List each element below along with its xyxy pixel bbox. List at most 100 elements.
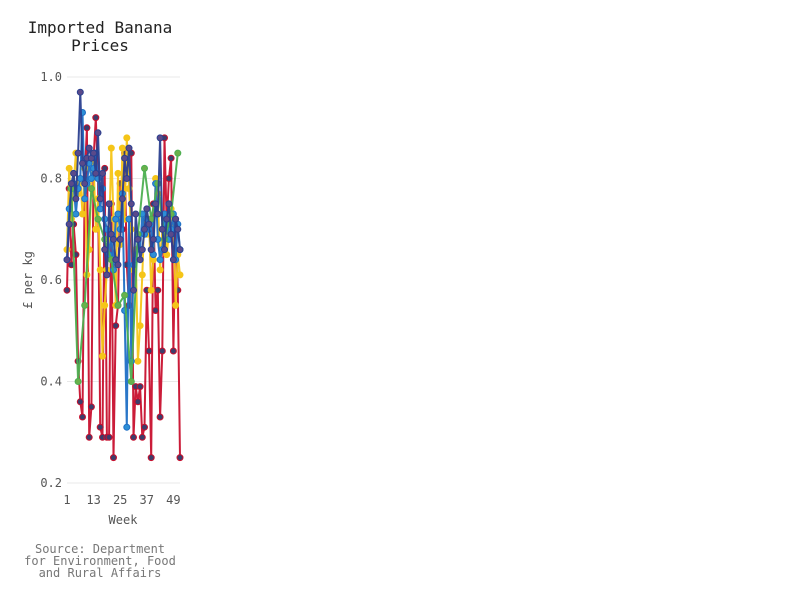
data-point[interactable]: [76, 398, 84, 406]
data-point[interactable]: [176, 246, 184, 254]
data-point[interactable]: [149, 235, 157, 243]
data-point[interactable]: [125, 144, 133, 152]
data-point[interactable]: [132, 210, 140, 218]
data-point[interactable]: [169, 256, 177, 264]
data-point[interactable]: [74, 149, 82, 157]
data-point[interactable]: [92, 225, 100, 233]
data-point[interactable]: [141, 423, 148, 431]
data-point[interactable]: [76, 175, 84, 182]
data-point[interactable]: [92, 114, 100, 122]
data-point[interactable]: [167, 230, 175, 238]
data-point[interactable]: [67, 180, 75, 188]
data-point[interactable]: [165, 175, 173, 182]
data-point[interactable]: [172, 301, 180, 309]
data-point[interactable]: [156, 413, 164, 421]
data-point[interactable]: [118, 195, 126, 203]
data-point[interactable]: [87, 185, 95, 193]
data-point[interactable]: [130, 286, 137, 294]
data-point[interactable]: [176, 271, 184, 279]
data-point[interactable]: [63, 256, 71, 264]
data-point[interactable]: [96, 195, 104, 203]
data-point[interactable]: [123, 134, 131, 142]
data-point[interactable]: [116, 235, 124, 243]
data-point[interactable]: [96, 266, 104, 274]
data-point[interactable]: [101, 301, 109, 309]
data-point[interactable]: [92, 169, 100, 177]
data-point[interactable]: [94, 215, 102, 223]
data-point[interactable]: [147, 246, 155, 254]
data-point[interactable]: [65, 220, 73, 228]
data-point[interactable]: [85, 433, 93, 441]
data-point[interactable]: [156, 134, 164, 142]
data-point[interactable]: [154, 210, 162, 218]
data-point[interactable]: [134, 357, 142, 365]
data-point[interactable]: [101, 246, 109, 254]
data-point[interactable]: [174, 225, 182, 233]
data-point[interactable]: [130, 433, 137, 441]
data-point[interactable]: [172, 215, 180, 223]
data-point[interactable]: [79, 413, 86, 421]
data-point[interactable]: [138, 271, 146, 279]
data-point[interactable]: [134, 235, 142, 243]
data-point[interactable]: [105, 433, 113, 441]
data-point[interactable]: [134, 398, 142, 406]
data-point[interactable]: [72, 195, 80, 203]
data-point[interactable]: [143, 205, 151, 213]
data-point[interactable]: [152, 307, 160, 314]
data-point[interactable]: [114, 210, 122, 218]
data-point[interactable]: [156, 256, 164, 264]
data-point[interactable]: [79, 210, 86, 218]
data-point[interactable]: [121, 154, 129, 162]
data-point[interactable]: [99, 352, 106, 360]
data-point[interactable]: [141, 225, 148, 233]
data-point[interactable]: [138, 246, 146, 254]
data-point[interactable]: [169, 347, 177, 355]
data-point[interactable]: [85, 144, 93, 152]
data-point[interactable]: [158, 225, 166, 233]
data-point[interactable]: [79, 159, 86, 167]
data-point[interactable]: [121, 291, 129, 299]
data-point[interactable]: [145, 220, 153, 228]
data-point[interactable]: [154, 286, 162, 294]
data-point[interactable]: [161, 246, 168, 254]
data-point[interactable]: [81, 195, 89, 203]
data-point[interactable]: [127, 200, 135, 208]
data-point[interactable]: [63, 286, 71, 294]
data-point[interactable]: [96, 205, 104, 213]
data-point[interactable]: [107, 144, 115, 152]
data-point[interactable]: [72, 210, 80, 218]
data-point[interactable]: [114, 301, 122, 309]
data-point[interactable]: [105, 200, 113, 208]
data-point[interactable]: [94, 129, 102, 137]
data-point[interactable]: [123, 423, 131, 431]
data-point[interactable]: [90, 149, 98, 157]
data-point[interactable]: [81, 180, 89, 188]
data-point[interactable]: [110, 454, 117, 462]
data-point[interactable]: [165, 200, 173, 208]
data-point[interactable]: [152, 200, 160, 208]
data-point[interactable]: [74, 378, 82, 385]
data-point[interactable]: [70, 169, 78, 177]
data-point[interactable]: [81, 301, 89, 309]
data-point[interactable]: [87, 175, 95, 182]
data-point[interactable]: [136, 383, 144, 391]
data-point[interactable]: [112, 322, 120, 330]
data-point[interactable]: [158, 347, 166, 355]
data-point[interactable]: [123, 175, 131, 182]
data-point[interactable]: [65, 164, 73, 172]
data-point[interactable]: [147, 454, 155, 462]
data-point[interactable]: [127, 378, 135, 385]
data-point[interactable]: [99, 169, 106, 177]
data-point[interactable]: [136, 256, 144, 264]
data-point[interactable]: [114, 261, 122, 269]
data-point[interactable]: [163, 215, 171, 223]
data-point[interactable]: [167, 154, 175, 162]
data-point[interactable]: [103, 271, 111, 279]
data-point[interactable]: [138, 433, 146, 441]
data-point[interactable]: [87, 403, 95, 411]
data-point[interactable]: [145, 347, 153, 355]
data-point[interactable]: [147, 286, 155, 294]
data-point[interactable]: [118, 144, 126, 152]
data-point[interactable]: [96, 423, 104, 431]
data-point[interactable]: [141, 164, 148, 172]
